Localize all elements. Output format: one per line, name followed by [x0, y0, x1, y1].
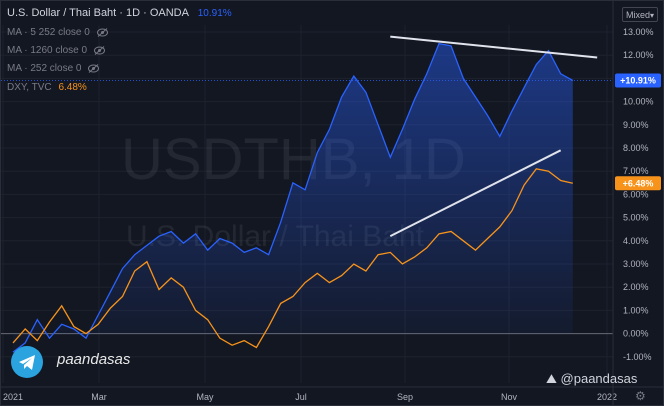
last-value-badge	[615, 73, 661, 88]
series-layer	[1, 35, 613, 353]
y-tick-label: 0.00%	[623, 329, 649, 339]
ma-legend-3[interactable]: MA · 252 close 0	[7, 63, 100, 74]
usdthb-line	[12, 42, 574, 353]
paper-plane-icon	[19, 355, 35, 370]
x-tick-label: Nov	[501, 392, 518, 402]
gear-icon[interactable]: ⚙	[635, 389, 646, 403]
last-value-label: +6.48%	[623, 178, 654, 188]
y-tick-label: 13.00%	[623, 27, 654, 37]
y-tick-label: 4.00%	[623, 236, 649, 246]
y-tick-label: -1.00%	[623, 352, 652, 362]
x-tick-label: Mar	[91, 392, 107, 402]
x-tick-label: May	[196, 392, 214, 402]
trendline	[390, 35, 598, 59]
eye-off-icon[interactable]	[93, 45, 105, 55]
ma-legend-1[interactable]: MA · 5 252 close 0	[7, 27, 108, 38]
scale-mode-button[interactable]: Mixed ▾	[622, 7, 658, 22]
trendline	[389, 149, 562, 238]
usdthb-area	[13, 43, 573, 353]
y-tick-label: 10.00%	[623, 97, 654, 107]
dxy-line	[12, 168, 573, 349]
ma-legend-2[interactable]: MA · 1260 close 0	[7, 45, 105, 56]
chevron-down-icon: ▾	[649, 11, 654, 20]
last-value-badge	[615, 176, 661, 191]
dxy-legend[interactable]: DXY, TVC 6.48%	[7, 82, 87, 93]
dxy-label: DXY, TVC	[7, 82, 52, 93]
y-tick-label: 1.00%	[623, 305, 649, 315]
last-value-label: +10.91%	[620, 75, 656, 85]
scale-mode-label: Mixed	[626, 10, 651, 20]
main-value: 10.91%	[197, 8, 232, 19]
y-tick-label: 12.00%	[623, 50, 654, 60]
eye-off-icon[interactable]	[96, 27, 108, 37]
ma-label: MA · 252 close 0	[7, 63, 82, 74]
main-series-legend[interactable]: U.S. Dollar / Thai Baht · 1D · OANDA 10.…	[7, 7, 232, 19]
telegram-badge	[11, 346, 43, 378]
y-tick-label: 3.00%	[623, 259, 649, 269]
author-handle: @paandasas	[560, 371, 638, 386]
x-tick-label: Jul	[295, 392, 307, 402]
y-tick-label: 7.00%	[623, 166, 649, 176]
author-watermark: ⛰ @paandasas	[546, 371, 637, 387]
dxy-value: 6.48%	[58, 82, 87, 93]
tradingview-logo-icon: ⛰	[546, 371, 557, 386]
y-tick-label: 2.00%	[623, 282, 649, 292]
eye-off-icon[interactable]	[88, 63, 100, 73]
x-tick-label: 2021	[3, 392, 23, 402]
ma-label: MA · 1260 close 0	[7, 45, 88, 56]
y-tick-label: 9.00%	[623, 120, 649, 130]
x-tick-label: Sep	[397, 392, 413, 402]
y-tick-label: 5.00%	[623, 213, 649, 223]
symbol-title[interactable]: U.S. Dollar / Thai Baht · 1D · OANDA	[7, 7, 189, 19]
y-tick-label: 6.00%	[623, 189, 649, 199]
y-tick-label: 8.00%	[623, 143, 649, 153]
x-tick-label: 2022	[597, 392, 617, 402]
telegram-handle: paandasas	[57, 351, 131, 368]
ma-label: MA · 5 252 close 0	[7, 27, 90, 38]
